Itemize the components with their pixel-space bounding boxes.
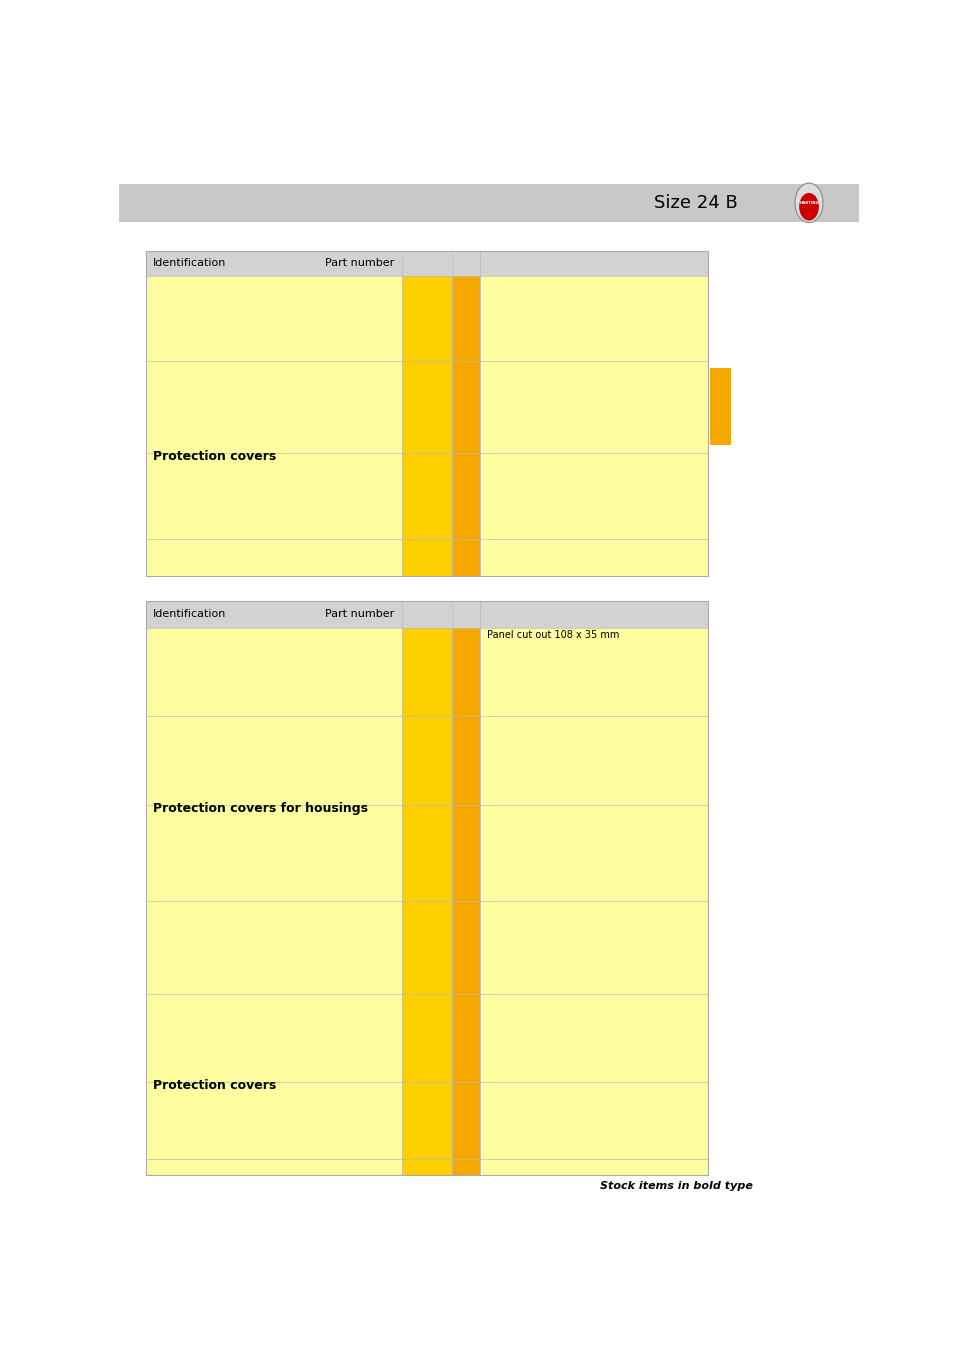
Bar xyxy=(402,805,452,902)
Bar xyxy=(479,1160,707,1174)
Bar xyxy=(452,539,479,576)
Bar xyxy=(146,601,707,628)
Bar xyxy=(402,275,452,360)
Bar xyxy=(479,628,707,717)
Text: Part number: Part number xyxy=(325,609,395,620)
Bar xyxy=(119,184,858,221)
Text: HARTING: HARTING xyxy=(799,201,818,205)
Bar xyxy=(709,369,731,446)
Bar xyxy=(402,1160,452,1174)
Circle shape xyxy=(794,184,822,223)
Bar xyxy=(146,717,402,805)
Bar xyxy=(146,601,707,1174)
Bar xyxy=(146,1160,402,1174)
Bar xyxy=(402,360,452,454)
Bar xyxy=(452,717,479,805)
Text: Part number: Part number xyxy=(325,258,395,269)
Bar xyxy=(402,454,452,539)
Bar xyxy=(402,717,452,805)
Bar xyxy=(402,1083,452,1160)
Bar xyxy=(452,360,479,454)
Text: Protection covers: Protection covers xyxy=(152,450,276,463)
Bar xyxy=(402,994,452,1083)
Bar xyxy=(452,902,479,994)
Bar xyxy=(479,717,707,805)
Text: Identification: Identification xyxy=(152,258,226,269)
Bar xyxy=(479,994,707,1083)
Bar xyxy=(402,902,452,994)
Bar xyxy=(146,1083,402,1160)
Text: Panel cut out 108 x 35 mm: Panel cut out 108 x 35 mm xyxy=(487,630,618,640)
Bar xyxy=(146,902,402,994)
Text: Stock items in bold type: Stock items in bold type xyxy=(599,1181,752,1191)
Bar xyxy=(479,1083,707,1160)
Bar xyxy=(452,994,479,1083)
Bar xyxy=(146,539,402,576)
Text: Protection covers: Protection covers xyxy=(152,1079,276,1092)
Bar xyxy=(479,539,707,576)
Bar xyxy=(479,805,707,902)
Bar xyxy=(452,454,479,539)
Bar xyxy=(479,275,707,360)
Bar xyxy=(146,628,402,717)
Bar xyxy=(452,1083,479,1160)
Bar xyxy=(146,251,707,275)
Bar xyxy=(452,628,479,717)
Bar xyxy=(146,994,402,1083)
Bar xyxy=(452,805,479,902)
Text: Protection covers for housings: Protection covers for housings xyxy=(152,802,368,815)
Bar xyxy=(452,275,479,360)
Text: Identification: Identification xyxy=(152,609,226,620)
Bar xyxy=(402,539,452,576)
Bar xyxy=(146,360,402,454)
Bar xyxy=(146,454,402,539)
Bar xyxy=(146,251,707,576)
Bar xyxy=(452,1160,479,1174)
Bar xyxy=(479,902,707,994)
Bar xyxy=(146,275,402,360)
Circle shape xyxy=(799,193,818,220)
Bar xyxy=(146,805,402,902)
Bar xyxy=(479,360,707,454)
Bar xyxy=(402,628,452,717)
Bar xyxy=(479,454,707,539)
Text: Size 24 B: Size 24 B xyxy=(654,194,737,212)
